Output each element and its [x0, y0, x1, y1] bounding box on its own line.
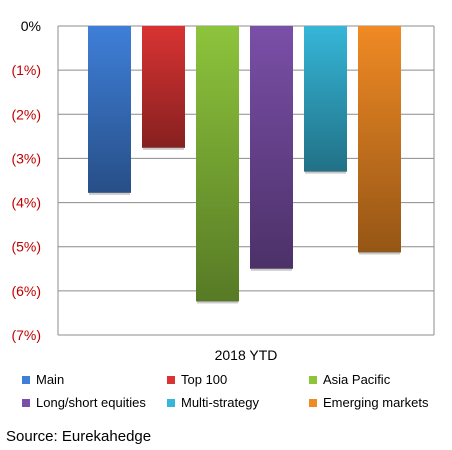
- y-tick-labels: 0% (1%) (2%) (3%) (4%) (5%) (6%) (7%): [11, 18, 41, 343]
- legend-swatch: [167, 399, 175, 407]
- y-tick-label: (5%): [11, 239, 41, 255]
- bar-emerging-markets: [358, 26, 401, 253]
- x-category-label: 2018 YTD: [215, 347, 278, 363]
- bar-asia-pacific: [196, 26, 239, 302]
- y-tick-label: (2%): [11, 106, 41, 122]
- legend-swatch: [22, 376, 30, 384]
- legend-item-long-short-equities: Long/short equities: [22, 395, 146, 410]
- legend-swatch: [309, 399, 317, 407]
- y-tick-label: (1%): [11, 62, 41, 78]
- y-tick-label: (4%): [11, 195, 41, 211]
- bar-long-short-equities: [250, 26, 293, 269]
- legend-item-main: Main: [22, 372, 64, 387]
- legend-item-multi-strategy: Multi-strategy: [167, 395, 259, 410]
- legend-swatch: [309, 376, 317, 384]
- bar-multi-strategy: [304, 26, 347, 172]
- y-tick-label: (6%): [11, 283, 41, 299]
- bar-main: [88, 26, 131, 193]
- legend-label: Top 100: [181, 372, 228, 387]
- bar-shadow: [251, 267, 292, 271]
- legend-label: Long/short equities: [36, 395, 146, 410]
- source-note: Source: Eurekahedge: [6, 428, 152, 445]
- bar-shadow: [305, 170, 346, 174]
- legend-item-top-100: Top 100: [167, 372, 227, 387]
- y-tick-label: (7%): [11, 327, 41, 343]
- y-tick-label: (3%): [11, 150, 41, 166]
- bar-chart: 0% (1%) (2%) (3%) (4%) (5%) (6%) (7%) 2018 YTD: [11, 18, 435, 363]
- legend-swatch: [22, 399, 30, 407]
- bar-shadow: [359, 251, 400, 255]
- legend-swatch: [167, 376, 175, 384]
- bar-top-100: [142, 26, 185, 148]
- legend-label: Asia Pacific: [323, 372, 391, 387]
- legend-label: Emerging markets: [323, 395, 429, 410]
- bar-shadow: [197, 300, 238, 304]
- legend-label: Main: [36, 372, 65, 387]
- bar-shadow: [143, 146, 184, 150]
- legend-item-asia-pacific: Asia Pacific: [309, 372, 390, 387]
- legend-item-emerging-markets: Emerging markets: [309, 395, 428, 410]
- bars: [88, 26, 401, 304]
- bar-shadow: [89, 191, 130, 195]
- legend-label: Multi-strategy: [181, 395, 260, 410]
- y-tick-label: 0%: [21, 18, 41, 34]
